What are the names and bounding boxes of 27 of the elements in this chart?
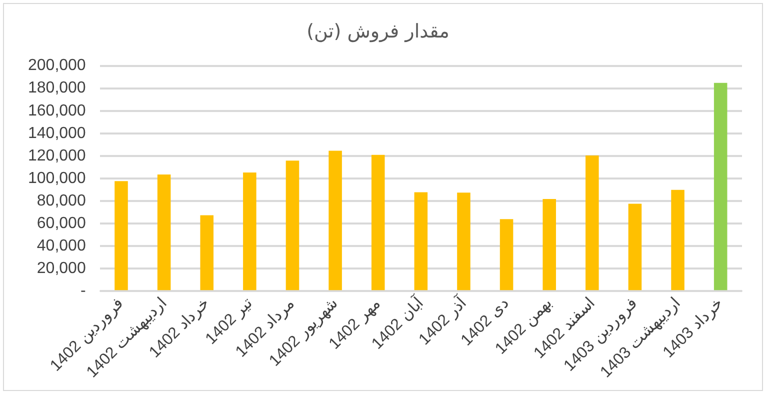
bar — [628, 204, 642, 290]
y-tick-label: 60,000 — [36, 214, 86, 232]
bar — [200, 215, 214, 290]
bar — [414, 192, 428, 290]
bar — [586, 155, 599, 290]
bar — [286, 160, 300, 290]
y-tick-label: 160,000 — [28, 102, 86, 120]
bar — [542, 198, 556, 290]
y-tick-label: 20,000 — [36, 260, 86, 278]
bar — [157, 174, 171, 290]
bar — [457, 192, 470, 290]
bar — [243, 172, 256, 290]
y-tick-label: 40,000 — [36, 237, 86, 254]
bar — [328, 150, 342, 290]
y-tick-label: 180,000 — [28, 80, 86, 97]
chart-title: مقدار فروش (تن) — [306, 20, 450, 42]
y-tick-label: 80,000 — [36, 192, 86, 210]
bar — [500, 219, 514, 290]
y-tick-label: 200,000 — [28, 57, 86, 74]
bar — [714, 82, 728, 290]
y-tick-label: 120,000 — [28, 147, 86, 164]
bar — [671, 190, 684, 290]
bar — [371, 154, 385, 290]
bar — [114, 181, 128, 290]
y-tick-label: 100,000 — [28, 170, 86, 187]
y-tick-label: 140,000 — [28, 124, 86, 142]
y-tick-label: - — [80, 282, 86, 300]
